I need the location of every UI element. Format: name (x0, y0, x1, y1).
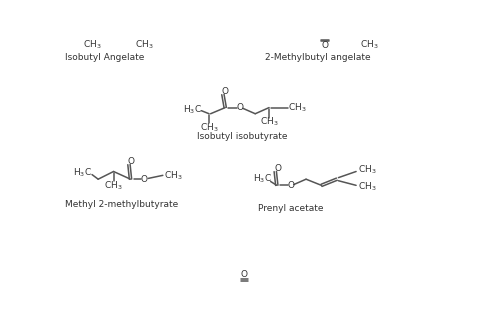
Text: CH$_3$: CH$_3$ (135, 38, 154, 51)
Text: CH$_3$: CH$_3$ (200, 121, 218, 134)
Text: CH$_3$: CH$_3$ (260, 115, 278, 128)
Text: H$_3$C: H$_3$C (182, 104, 202, 116)
Text: CH$_3$: CH$_3$ (104, 179, 123, 192)
Text: CH$_3$: CH$_3$ (83, 38, 101, 51)
Text: O: O (241, 270, 248, 279)
Text: Methyl 2-methylbutyrate: Methyl 2-methylbutyrate (65, 200, 178, 209)
Text: Isobutyl Angelate: Isobutyl Angelate (65, 53, 144, 62)
Text: O: O (274, 164, 281, 173)
Text: O: O (222, 87, 228, 96)
Text: Prenyl acetate: Prenyl acetate (258, 204, 323, 213)
Text: O: O (141, 175, 148, 184)
Text: O: O (128, 157, 135, 166)
Text: O: O (322, 41, 329, 50)
Text: O: O (287, 181, 294, 190)
Text: O: O (236, 103, 243, 112)
Text: Isobutyl isobutyrate: Isobutyl isobutyrate (197, 132, 288, 141)
Text: CH$_3$: CH$_3$ (358, 164, 376, 176)
Text: CH$_3$: CH$_3$ (358, 181, 376, 193)
Text: CH$_3$: CH$_3$ (164, 170, 182, 182)
Text: CH$_3$: CH$_3$ (360, 38, 379, 51)
Text: 2-Methylbutyl angelate: 2-Methylbutyl angelate (265, 53, 371, 62)
Text: CH$_3$: CH$_3$ (288, 101, 307, 114)
Text: H$_3$C: H$_3$C (253, 173, 273, 185)
Text: H$_3$C: H$_3$C (73, 167, 92, 179)
